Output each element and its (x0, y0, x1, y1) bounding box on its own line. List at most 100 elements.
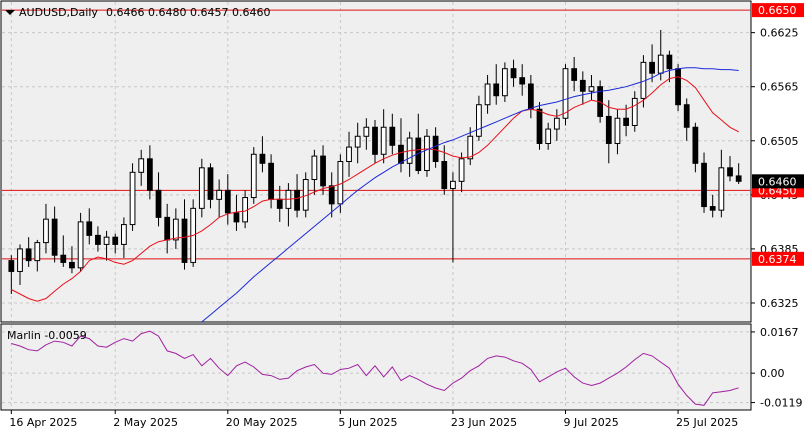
price-tick-label: 0.6565 (760, 81, 799, 94)
current-price-tag-text: 0.6460 (758, 175, 797, 188)
candle-body (138, 158, 145, 173)
candle (579, 71, 586, 105)
candle-body (623, 117, 629, 126)
candle-body (735, 175, 742, 182)
candle (519, 64, 526, 96)
candle-body (657, 54, 664, 74)
candle (571, 56, 578, 92)
candle (389, 113, 396, 155)
candle-body (268, 162, 274, 200)
candle (346, 131, 352, 177)
candle (432, 127, 439, 168)
time-tick-label: 5 Jun 2025 (338, 416, 397, 429)
symbol-label: AUDUSD,Daily (19, 6, 98, 19)
indicator-tick-label: 0.00 (760, 367, 785, 380)
time-tick-label: 20 May 2025 (226, 416, 298, 429)
candle (545, 122, 552, 150)
horizontal-levels (2, 9, 750, 260)
candle (701, 152, 707, 213)
candle-body (502, 68, 508, 97)
candle (77, 212, 84, 272)
candle-body (571, 68, 578, 81)
candle-body (692, 126, 699, 164)
candle-body (164, 216, 171, 241)
candle-body (441, 161, 448, 190)
candle-body (198, 167, 205, 209)
candle-body (631, 97, 638, 126)
candle (146, 145, 153, 200)
candle (294, 174, 300, 218)
candle (51, 206, 58, 263)
candle-body (372, 126, 378, 155)
time-tick-label: 9 Jul 2025 (563, 416, 618, 429)
indicator-tick-label: 0.0167 (760, 326, 799, 339)
candle (172, 208, 179, 249)
candle-body (224, 189, 231, 214)
candle-body (718, 167, 725, 211)
time-tick-label: 23 Jun 2025 (451, 416, 517, 429)
candle (138, 149, 145, 186)
candle (692, 122, 699, 173)
time-tick-label: 16 Apr 2025 (9, 416, 77, 429)
candle-body (450, 180, 456, 190)
candle (233, 194, 240, 231)
candle-body (276, 198, 283, 209)
candle-body (683, 104, 690, 128)
candle-body (233, 212, 240, 223)
ohlc-values: 0.6466 0.6480 0.6457 0.6460 (106, 6, 270, 19)
oscillator-line (11, 330, 739, 406)
candle-body (727, 167, 733, 177)
candle-body (588, 86, 595, 92)
candle-body (146, 158, 153, 191)
candle (424, 129, 430, 177)
candle-body (8, 260, 15, 272)
candle-body (380, 126, 387, 155)
candle-body (103, 236, 110, 245)
level-price-tag-bg (752, 3, 804, 18)
candle-body (77, 221, 84, 269)
candle (476, 95, 482, 141)
candle-body (17, 248, 23, 272)
candle-body (112, 236, 119, 245)
candle (320, 145, 326, 195)
candle-body (484, 83, 491, 106)
candle (727, 156, 733, 182)
candle (207, 163, 214, 209)
level-price-tag: 0.6374 (752, 251, 804, 266)
candle (17, 244, 23, 285)
candle-body (389, 126, 396, 146)
candle (380, 109, 387, 164)
candle-body (536, 108, 543, 144)
candle (631, 91, 638, 132)
price-tick-label: 0.6505 (760, 135, 799, 148)
candle (112, 233, 119, 254)
symbol-menu-triangle-icon[interactable] (5, 10, 15, 15)
candle-body (675, 68, 681, 106)
candle (181, 199, 188, 270)
candle (450, 172, 456, 263)
candle-body (311, 155, 318, 181)
candle-body (579, 79, 586, 92)
level-price-tag-bg (752, 251, 804, 266)
indicator-label: Marlin -0.0059 (7, 329, 87, 342)
candle-body (467, 135, 474, 160)
candle-body (553, 117, 560, 130)
candle-body (86, 221, 93, 236)
candle-body (294, 189, 300, 211)
candle (666, 50, 673, 83)
candle (502, 62, 508, 103)
main-plot-area[interactable] (0, 0, 752, 323)
candle (190, 199, 197, 267)
candle-body (701, 162, 707, 208)
time-tick-label: 2 May 2025 (113, 416, 178, 429)
candle (250, 147, 257, 204)
candle (363, 118, 370, 150)
candle (103, 230, 110, 261)
candle (553, 109, 560, 141)
candle-body (320, 155, 326, 187)
candle-body (250, 153, 257, 199)
candle (623, 104, 629, 137)
